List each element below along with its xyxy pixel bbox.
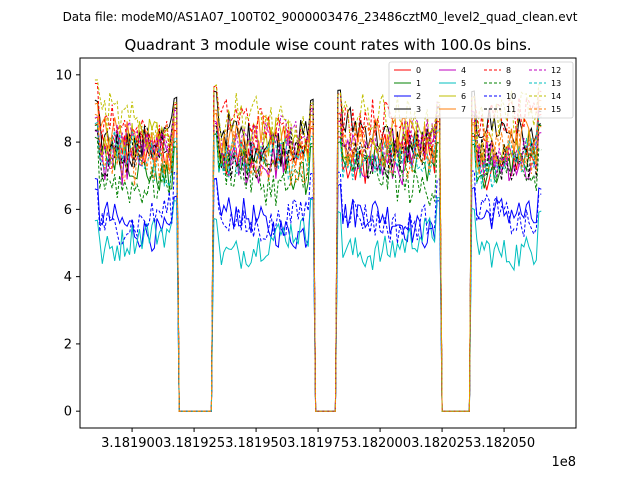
legend-label-11: 11 bbox=[506, 105, 516, 114]
legend-label-14: 14 bbox=[551, 92, 561, 101]
chart-title: Quadrant 3 module wise count rates with … bbox=[124, 36, 531, 54]
series-line-14 bbox=[94, 79, 542, 412]
legend-label-7: 7 bbox=[461, 105, 466, 114]
x-axis-ticks: 3.181900 3.181925 3.181950 3.181975 3.182000… bbox=[101, 428, 535, 451]
y-tick-label: 6 bbox=[64, 203, 72, 218]
legend-label-4: 4 bbox=[461, 66, 466, 75]
y-tick-label: 4 bbox=[64, 270, 72, 285]
y-tick-label: 8 bbox=[64, 136, 72, 151]
legend-label-3: 3 bbox=[416, 105, 421, 114]
figure-suptitle: Data file: modeM0/AS1A07_100T02_90000034… bbox=[63, 10, 578, 24]
y-tick-label: 2 bbox=[64, 337, 72, 352]
x-tick-label: 3.181925 bbox=[163, 436, 225, 451]
y-axis-ticks: 0 2 4 6 8 10 bbox=[55, 68, 80, 420]
legend-label-6: 6 bbox=[461, 92, 466, 101]
x-tick-label: 3.181975 bbox=[287, 436, 349, 451]
x-offset-label: 1e8 bbox=[551, 455, 576, 470]
legend-box bbox=[388, 61, 574, 119]
x-tick-label: 3.181950 bbox=[225, 436, 287, 451]
x-tick-label: 3.182050 bbox=[473, 436, 535, 451]
x-tick-label: 3.182025 bbox=[411, 436, 473, 451]
legend-label-10: 10 bbox=[506, 92, 516, 101]
legend-label-13: 13 bbox=[551, 79, 561, 88]
legend-label-5: 5 bbox=[461, 79, 466, 88]
series-line-15 bbox=[94, 109, 542, 412]
legend-label-0: 0 bbox=[416, 66, 421, 75]
y-tick-label: 10 bbox=[55, 68, 72, 83]
legend-label-12: 12 bbox=[551, 66, 561, 75]
series-lines bbox=[94, 79, 542, 412]
x-tick-label: 3.182000 bbox=[349, 436, 411, 451]
legend-label-2: 2 bbox=[416, 92, 421, 101]
x-tick-label: 3.181900 bbox=[101, 436, 163, 451]
axes-frame bbox=[79, 57, 577, 429]
legend-label-8: 8 bbox=[506, 66, 511, 75]
legend-label-15: 15 bbox=[551, 105, 561, 114]
legend-label-1: 1 bbox=[416, 79, 421, 88]
plot-area: 3.181900 3.181925 3.181950 3.181975 3.182000… bbox=[55, 57, 577, 451]
legend-label-9: 9 bbox=[506, 79, 511, 88]
y-tick-label: 0 bbox=[64, 405, 72, 420]
